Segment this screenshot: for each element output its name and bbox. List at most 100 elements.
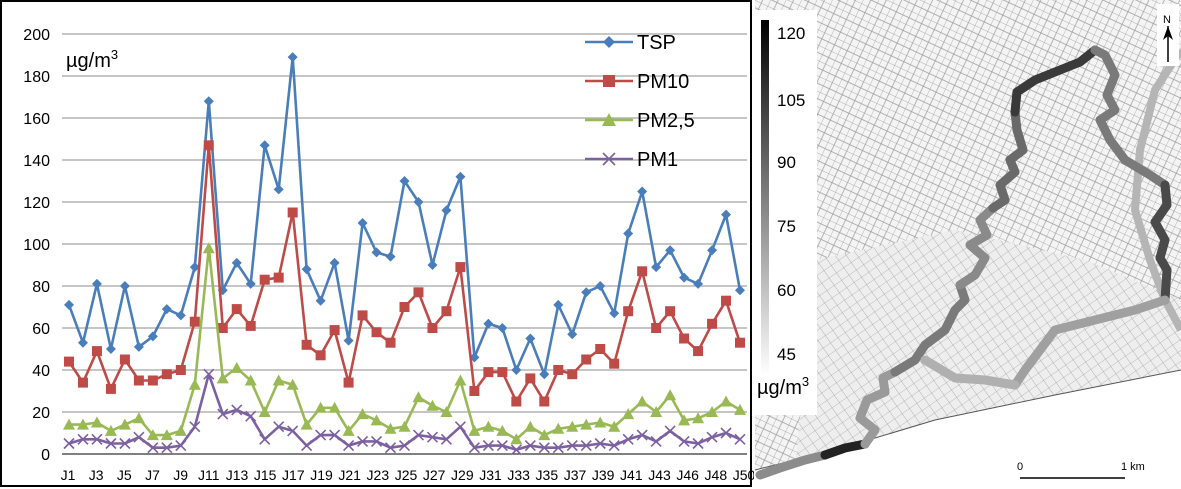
y-tick-label: 100: [23, 237, 50, 254]
data-point: [609, 308, 620, 319]
x-tick-label: J43: [648, 467, 671, 483]
data-point: [188, 378, 201, 390]
data-point: [273, 272, 284, 283]
y-tick-label: 140: [23, 153, 50, 170]
data-point: [133, 375, 144, 386]
data-point: [735, 285, 746, 296]
data-point: [553, 365, 564, 375]
data-point: [384, 442, 397, 454]
y-tick-label: 80: [32, 279, 50, 296]
colorbar-tick-label: 45: [777, 345, 796, 364]
y-tick-label: 60: [32, 321, 50, 338]
data-point: [343, 377, 354, 388]
data-point: [580, 418, 593, 430]
y-axis-ticks: 0 20 40 60 80 100 120 140 160 180 200: [23, 27, 50, 464]
data-point: [538, 442, 550, 454]
data-point: [650, 406, 663, 417]
data-point: [342, 424, 355, 436]
data-point: [469, 386, 480, 396]
data-point: [175, 365, 186, 375]
data-point: [497, 323, 508, 333]
data-point: [104, 424, 117, 436]
y-tick-label: 0: [41, 447, 50, 464]
data-point: [328, 401, 341, 413]
data-point: [189, 421, 201, 433]
x-tick-label: J5: [117, 467, 132, 483]
north-label: N: [1163, 14, 1171, 26]
colorbar: [761, 20, 769, 375]
data-point: [455, 171, 466, 182]
series-pm2-5: [62, 242, 747, 445]
data-point: [399, 302, 410, 312]
data-point: [62, 418, 75, 430]
data-point: [301, 440, 313, 452]
legend-label: PM1: [637, 149, 678, 171]
data-point: [216, 372, 229, 384]
data-point: [202, 242, 215, 254]
data-point: [427, 260, 438, 270]
data-point: [63, 299, 74, 310]
data-point: [259, 140, 270, 151]
legend-item: PM2,5: [585, 110, 695, 132]
x-tick-label: J21: [338, 467, 361, 483]
data-point: [105, 437, 117, 450]
data-point: [665, 306, 676, 317]
x-tick-label: J13: [226, 467, 249, 483]
series-line: [67, 55, 742, 376]
data-point: [510, 444, 522, 456]
data-point: [707, 245, 718, 256]
data-point: [160, 429, 173, 441]
data-point: [524, 440, 536, 452]
data-point: [497, 367, 508, 378]
scale-bar: 0 1 km: [1013, 458, 1161, 484]
data-point: [440, 433, 453, 445]
data-point: [90, 416, 103, 428]
x-tick-label: J25: [395, 467, 418, 483]
data-point: [77, 337, 88, 348]
data-point: [636, 395, 649, 407]
data-point: [287, 425, 299, 437]
data-point: [203, 140, 214, 151]
data-point: [595, 344, 606, 354]
data-point: [603, 36, 615, 48]
x-tick-label: J37: [564, 467, 587, 483]
measurement-route: [755, 45, 1172, 480]
data-point: [273, 184, 284, 195]
x-tick-label: J41: [620, 467, 643, 483]
data-point: [133, 431, 145, 443]
data-point: [637, 266, 648, 277]
x-tick-label: J7: [145, 467, 160, 483]
data-point: [602, 152, 616, 166]
data-point: [553, 299, 564, 310]
y-tick-label: 160: [23, 111, 50, 128]
x-tick-label: J50: [733, 467, 754, 483]
colorbar-tick-label: 75: [777, 217, 796, 236]
data-point: [496, 440, 508, 452]
data-point: [147, 375, 158, 386]
data-point: [539, 369, 550, 380]
data-point: [245, 410, 257, 422]
data-point: [693, 278, 704, 289]
data-point: [483, 318, 494, 329]
data-point: [76, 418, 89, 430]
y-unit-label: µg/m3: [66, 47, 118, 72]
data-point: [538, 429, 551, 441]
data-point: [455, 262, 466, 273]
data-point: [147, 442, 159, 454]
legend-item: PM1: [585, 149, 678, 171]
data-point: [398, 420, 411, 432]
legend-label: PM2,5: [637, 110, 695, 132]
data-point: [133, 341, 144, 352]
data-point: [315, 295, 326, 306]
data-point: [426, 431, 439, 443]
x-tick-label: J31: [479, 467, 502, 483]
data-point: [664, 389, 677, 401]
data-point: [678, 414, 691, 426]
data-point: [175, 310, 186, 321]
data-point: [706, 431, 718, 443]
data-point: [413, 197, 424, 207]
data-point: [721, 209, 732, 220]
chart-panel: 0 20 40 60 80 100 120 140 160 180 200 J1 J3 J5 J7 J9 J1…: [0, 0, 754, 487]
data-point: [384, 422, 397, 434]
data-point: [412, 391, 425, 403]
